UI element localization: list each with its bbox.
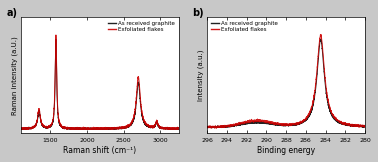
Exfoliated flakes bbox=[54, 34, 58, 36]
X-axis label: Raman shift (cm⁻¹): Raman shift (cm⁻¹) bbox=[63, 146, 136, 155]
Exfoliated flakes bbox=[232, 123, 237, 125]
Exfoliated flakes bbox=[19, 127, 23, 129]
Exfoliated flakes bbox=[363, 126, 367, 128]
As received graphite bbox=[164, 127, 169, 129]
Y-axis label: Intensity (a.u.): Intensity (a.u.) bbox=[198, 49, 204, 101]
As received graphite bbox=[265, 122, 270, 124]
Exfoliated flakes bbox=[172, 128, 176, 130]
As received graphite bbox=[86, 128, 91, 130]
As received graphite bbox=[319, 38, 323, 40]
Exfoliated flakes bbox=[360, 125, 364, 127]
Line: Exfoliated flakes: Exfoliated flakes bbox=[207, 35, 365, 128]
Exfoliated flakes bbox=[343, 123, 347, 125]
Exfoliated flakes bbox=[86, 128, 91, 130]
Exfoliated flakes bbox=[272, 122, 277, 124]
As received graphite bbox=[19, 128, 23, 130]
As received graphite bbox=[272, 123, 277, 125]
X-axis label: Binding energy: Binding energy bbox=[257, 146, 315, 155]
As received graphite bbox=[133, 109, 138, 110]
Line: Exfoliated flakes: Exfoliated flakes bbox=[21, 35, 179, 129]
As received graphite bbox=[223, 126, 227, 127]
As received graphite bbox=[211, 127, 215, 129]
Exfoliated flakes bbox=[94, 128, 98, 130]
Exfoliated flakes bbox=[133, 104, 138, 106]
Exfoliated flakes bbox=[223, 125, 227, 127]
Exfoliated flakes bbox=[177, 127, 181, 129]
Legend: As received graphite, Exfoliated flakes: As received graphite, Exfoliated flakes bbox=[210, 20, 279, 33]
As received graphite bbox=[360, 126, 364, 128]
Text: b): b) bbox=[192, 8, 204, 18]
Exfoliated flakes bbox=[85, 128, 90, 130]
Y-axis label: Raman intensity (a.U.): Raman intensity (a.U.) bbox=[11, 36, 18, 115]
As received graphite bbox=[363, 126, 367, 128]
As received graphite bbox=[54, 38, 58, 40]
As received graphite bbox=[205, 126, 209, 128]
Exfoliated flakes bbox=[19, 128, 23, 130]
Line: As received graphite: As received graphite bbox=[21, 39, 179, 129]
Exfoliated flakes bbox=[319, 34, 323, 36]
As received graphite bbox=[94, 127, 98, 129]
As received graphite bbox=[85, 128, 90, 130]
Text: a): a) bbox=[6, 8, 17, 18]
As received graphite bbox=[172, 128, 176, 130]
Exfoliated flakes bbox=[205, 126, 209, 128]
Line: As received graphite: As received graphite bbox=[207, 39, 365, 128]
As received graphite bbox=[177, 128, 181, 130]
Exfoliated flakes bbox=[164, 126, 169, 128]
Legend: As received graphite, Exfoliated flakes: As received graphite, Exfoliated flakes bbox=[107, 20, 176, 33]
Exfoliated flakes bbox=[213, 127, 217, 129]
As received graphite bbox=[343, 124, 347, 126]
As received graphite bbox=[19, 128, 23, 130]
Exfoliated flakes bbox=[265, 122, 270, 123]
As received graphite bbox=[232, 125, 237, 127]
